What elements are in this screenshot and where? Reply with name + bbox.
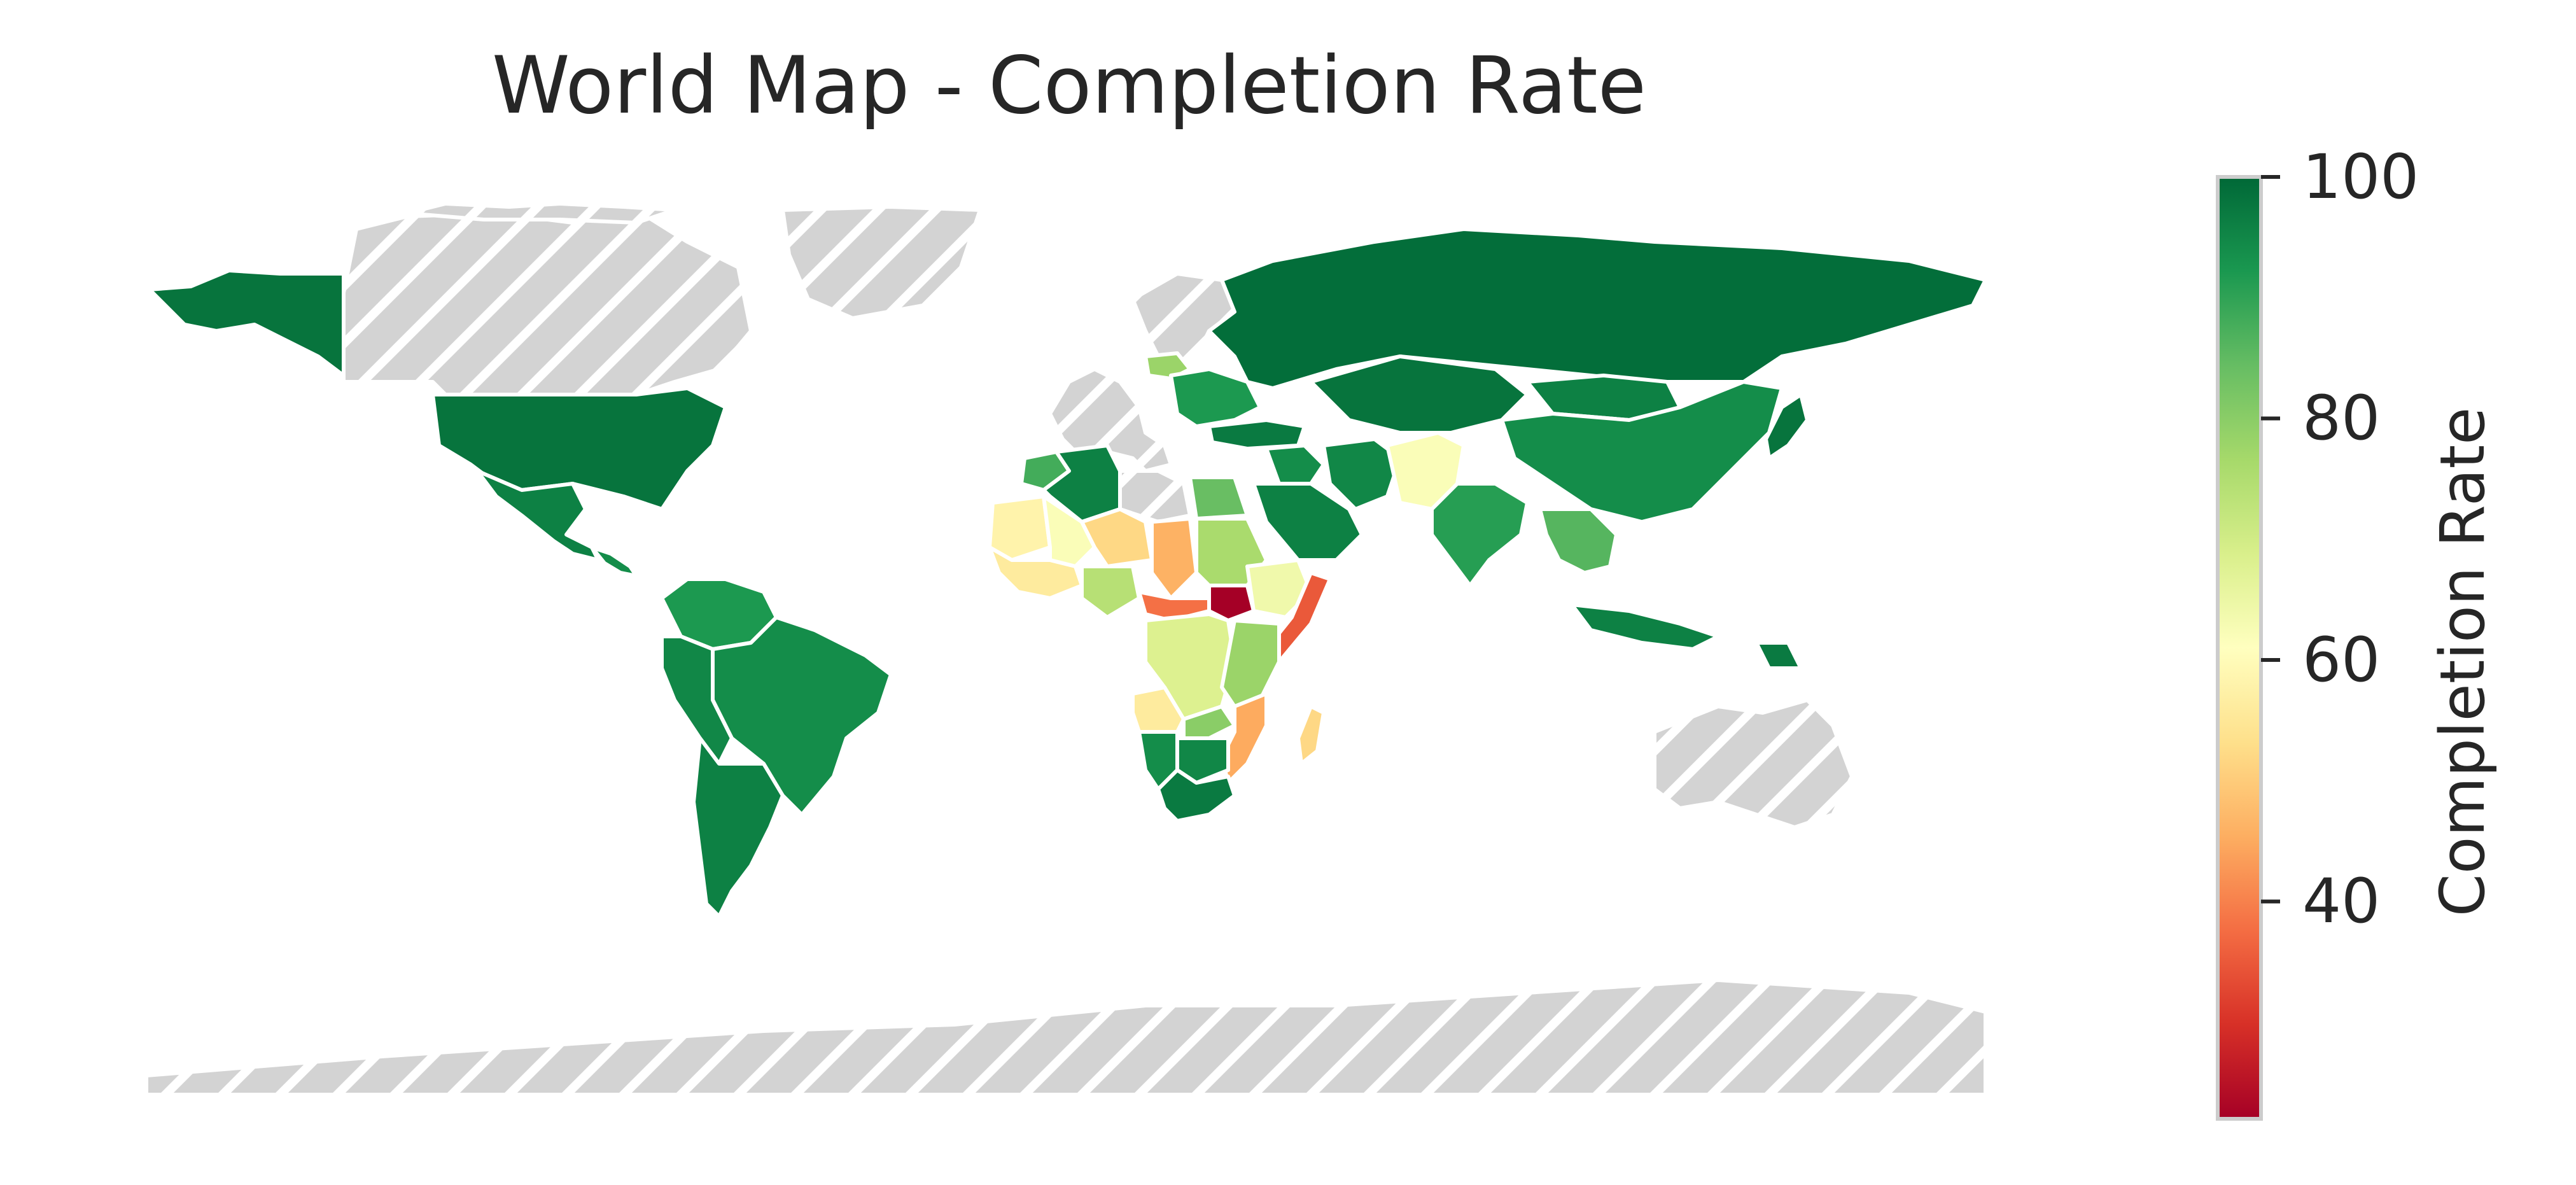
region-iran	[1322, 437, 1402, 511]
region-antarctica	[144, 978, 1987, 1097]
region-south-africa	[1156, 768, 1236, 823]
region-mozambique	[1220, 692, 1268, 785]
region-eastern-europe	[1169, 367, 1262, 428]
colorbar-tick-label: 40	[2302, 866, 2381, 937]
region-canada-islands	[405, 202, 676, 225]
region-botswana-zimbabwe	[1175, 736, 1230, 785]
region-zambia	[1182, 705, 1236, 740]
page-title: World Map - Completion Rate	[492, 40, 1646, 132]
region-russia	[1207, 227, 1987, 390]
region-europe-west	[1048, 367, 1173, 473]
region-peru-bolivia	[660, 635, 734, 766]
region-madagascar	[1296, 705, 1326, 766]
region-canada	[342, 208, 753, 396]
colorbar-tick-label: 100	[2302, 141, 2419, 213]
colorbar-gradient	[2216, 175, 2263, 1121]
region-argentina-chile	[692, 736, 785, 918]
region-nigeria	[1080, 564, 1141, 619]
region-indonesia	[1570, 603, 1720, 651]
region-car	[1137, 590, 1211, 622]
map-regions	[144, 202, 1987, 1097]
region-mauritania	[988, 494, 1052, 562]
region-china	[1500, 380, 1784, 524]
colorbar	[2216, 175, 2280, 1121]
colorbar-ticks	[2261, 175, 2280, 904]
region-australia	[1653, 698, 1854, 829]
region-middle-east	[1264, 444, 1326, 486]
region-brazil	[711, 615, 893, 817]
region-png	[1754, 641, 1803, 670]
region-egypt	[1188, 475, 1249, 521]
region-saudi-arabia	[1252, 482, 1364, 562]
colorbar-label: Completion Rate	[2427, 407, 2498, 917]
region-chad	[1150, 517, 1198, 600]
region-southeast-asia	[1538, 507, 1618, 575]
colorbar-tick-label: 80	[2302, 382, 2381, 454]
region-usa	[431, 386, 727, 511]
region-central-america	[590, 545, 638, 578]
colorbar-tick-label: 60	[2302, 624, 2381, 696]
region-kenya-tanzania	[1220, 619, 1281, 708]
region-greenland	[781, 205, 982, 320]
region-niger	[1080, 507, 1154, 568]
region-turkey	[1207, 418, 1306, 451]
region-japan	[1764, 393, 1809, 460]
region-alaska	[148, 269, 346, 377]
region-scandinavia	[1131, 272, 1236, 371]
region-india	[1430, 482, 1529, 587]
